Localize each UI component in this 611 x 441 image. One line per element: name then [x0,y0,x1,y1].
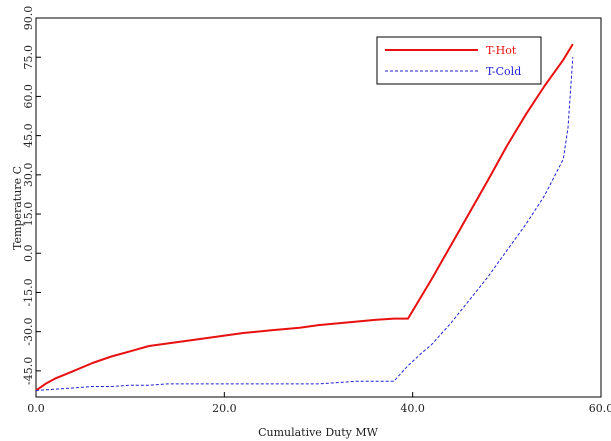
legend: T-Hot T-Cold [376,36,542,85]
x-axis-label: Cumulative Duty MW [258,426,379,439]
legend-label-t-hot: T-Hot [486,44,517,57]
y-tick-label: 30.0 [22,163,35,188]
legend-box [376,36,542,85]
y-tick-label: -30.0 [22,318,35,346]
lines-layer [35,43,574,392]
y-tick-label: 90.0 [22,6,35,31]
x-tick-label: 0.0 [27,402,45,415]
y-tick-label: -45.0 [22,357,35,385]
y-tick-label: 60.0 [22,84,35,109]
y-tick-label: -15.0 [22,278,35,306]
x-tick-label: 40.0 [400,402,425,415]
series-line-t-cold [35,57,574,391]
y-tick-label: 0.0 [22,244,35,262]
x-tick-label: 20.0 [212,402,237,415]
y-axis-label: Temperature C [11,166,24,250]
x-tick-label: 60.0 [589,402,611,415]
y-tick-label: 75.0 [22,45,35,69]
y-tick-label: 45.0 [22,123,35,148]
series-line-t-hot [35,43,574,392]
ticks-layer: 0.0 20.0 40.0 60.0 -45.0 -30.0 -15.0 0.0 15.0 30.… [22,6,611,415]
legend-label-t-cold: T-Cold [486,65,521,78]
plot-frame [35,17,602,398]
y-tick-label: 15.0 [22,202,35,227]
